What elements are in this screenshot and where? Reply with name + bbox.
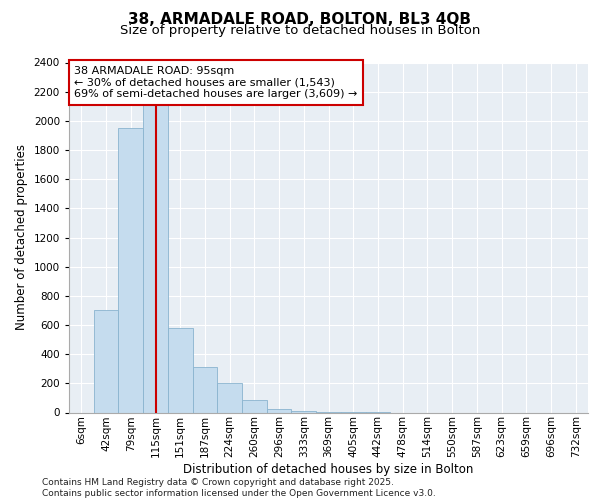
- Text: 38, ARMADALE ROAD, BOLTON, BL3 4QB: 38, ARMADALE ROAD, BOLTON, BL3 4QB: [128, 12, 472, 28]
- X-axis label: Distribution of detached houses by size in Bolton: Distribution of detached houses by size …: [184, 463, 473, 476]
- Bar: [292, 411, 316, 412]
- Bar: [193, 368, 217, 412]
- Bar: [143, 92, 168, 412]
- Bar: [168, 328, 193, 412]
- Bar: [242, 400, 267, 412]
- Y-axis label: Number of detached properties: Number of detached properties: [15, 144, 28, 330]
- Bar: [217, 384, 242, 412]
- Text: Size of property relative to detached houses in Bolton: Size of property relative to detached ho…: [120, 24, 480, 37]
- Bar: [94, 310, 118, 412]
- Bar: [267, 409, 292, 412]
- Text: 38 ARMADALE ROAD: 95sqm
← 30% of detached houses are smaller (1,543)
69% of semi: 38 ARMADALE ROAD: 95sqm ← 30% of detache…: [74, 66, 358, 99]
- Bar: [118, 128, 143, 412]
- Text: Contains HM Land Registry data © Crown copyright and database right 2025.
Contai: Contains HM Land Registry data © Crown c…: [42, 478, 436, 498]
